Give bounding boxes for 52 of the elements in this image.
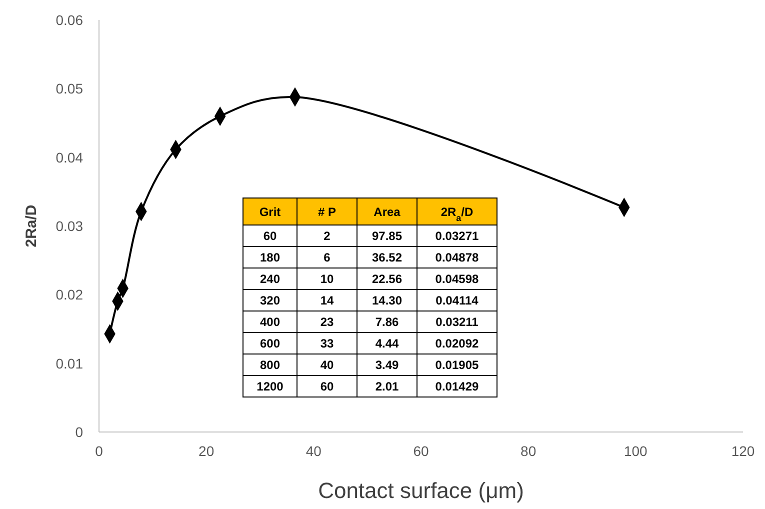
- annotation: 0.04114: [436, 294, 479, 308]
- y-tick-label: 0.03: [56, 218, 84, 234]
- x-tick-label: 40: [306, 443, 322, 459]
- annotation: 4.44: [375, 336, 399, 350]
- annotation: 800: [260, 358, 280, 372]
- annotation: 2: [324, 229, 331, 243]
- y-tick-label: 0.04: [56, 149, 84, 166]
- x-tick-label: 0: [95, 443, 104, 459]
- x-tick-label: 60: [413, 443, 429, 459]
- annotation: 23: [320, 315, 334, 329]
- y-tick-label: 0.01: [56, 355, 84, 372]
- annotation: 36.52: [372, 250, 402, 264]
- x-axis-title: Contact surface (μm): [318, 478, 524, 503]
- annotation: 40: [320, 358, 334, 372]
- annotation: Grit: [259, 205, 281, 219]
- y-tick-label: 0.02: [56, 286, 84, 303]
- annotation: 2.01: [375, 380, 399, 394]
- annotation: 10: [320, 272, 334, 286]
- annotation: 0.03211: [436, 315, 479, 329]
- annotation: 0.04598: [435, 272, 480, 286]
- y-axis-title: 2Ra/D: [23, 204, 40, 248]
- annotation: 0.01905: [435, 358, 480, 372]
- y-tick-label: 0.05: [56, 80, 84, 97]
- annotation: 400: [260, 315, 280, 329]
- annotation: 2R$_{a}$/D: [440, 205, 474, 223]
- annotation: 97.85: [372, 229, 402, 243]
- annotation: # P: [318, 205, 336, 219]
- annotation: 6: [324, 250, 331, 264]
- annotation: 320: [260, 294, 280, 308]
- annotation: 0.01429: [435, 380, 480, 394]
- annotation: 180: [260, 250, 280, 264]
- annotation: 7.86: [375, 315, 399, 329]
- y-tick-label: 0.06: [56, 12, 84, 28]
- annotation: 1200: [256, 380, 284, 394]
- annotation: 60: [320, 380, 334, 394]
- annotation: 240: [260, 272, 280, 286]
- annotation: 3.49: [375, 358, 399, 372]
- annotation: 60: [263, 229, 277, 243]
- annotation: 0.02092: [435, 336, 480, 350]
- annotation: 0.03271: [435, 229, 480, 243]
- annotation: 22.56: [372, 272, 402, 286]
- x-tick-label: 100: [624, 443, 648, 459]
- x-tick-label: 20: [198, 443, 214, 459]
- annotation: 33: [320, 336, 334, 350]
- x-tick-label: 120: [731, 443, 755, 459]
- annotation: 0.04878: [435, 250, 480, 264]
- annotation: 600: [260, 336, 280, 350]
- annotation: 14.30: [372, 294, 402, 308]
- annotation: 14: [320, 294, 334, 308]
- x-tick-label: 80: [520, 443, 536, 459]
- annotation: Area: [374, 205, 401, 219]
- y-tick-label: 0: [75, 424, 84, 440]
